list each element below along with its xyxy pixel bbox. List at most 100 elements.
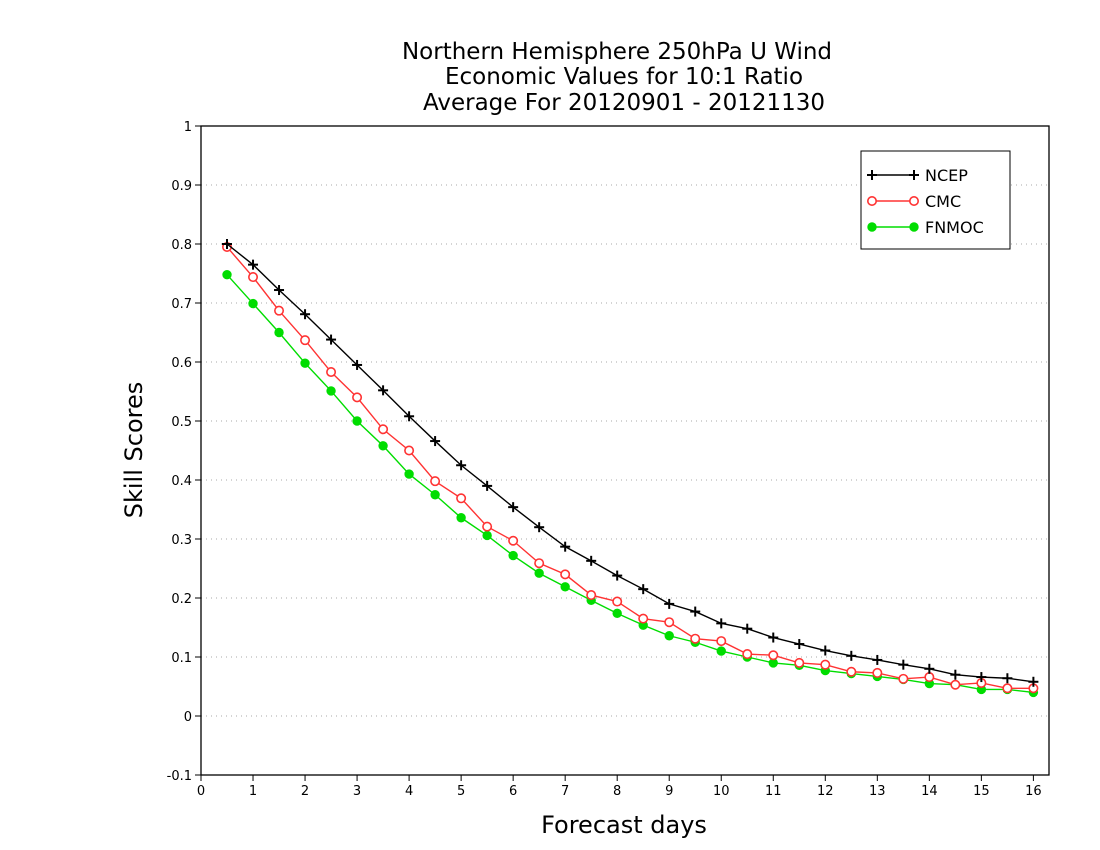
- cmc-point: [404, 445, 415, 456]
- ncep-point: [456, 460, 467, 471]
- ncep-point: [690, 606, 701, 617]
- grid: [201, 184, 1049, 717]
- ncep-point: [638, 584, 649, 595]
- y-tick-label: 0.3: [171, 533, 192, 548]
- chart-title-line-3: Average For 20120901 - 20121130: [423, 90, 825, 116]
- x-tick-label: 3: [353, 784, 361, 799]
- cmc-point: [274, 305, 285, 316]
- ncep-point: [248, 259, 259, 270]
- fnmoc-point: [534, 568, 544, 578]
- ncep-point: [820, 645, 831, 656]
- series-line-fnmoc: [226, 274, 1034, 694]
- x-tick-label: 13: [869, 784, 886, 799]
- y-tick-label: 0.8: [171, 238, 192, 253]
- axes: [195, 125, 1050, 781]
- ncep-point: [274, 285, 285, 296]
- ncep-point: [846, 650, 857, 661]
- fnmoc-point: [456, 513, 466, 523]
- ncep-point: [560, 541, 571, 552]
- fnmoc-point: [508, 550, 518, 561]
- ncep-point: [404, 411, 415, 422]
- fnmoc-point: [716, 646, 726, 656]
- cmc-point: [716, 636, 727, 647]
- ncep-point: [1002, 673, 1013, 684]
- ncep-point: [898, 659, 909, 670]
- chart-title: Northern Hemisphere 250hPa U Wind Econom…: [402, 39, 832, 116]
- y-tick-label: 0.6: [171, 356, 192, 371]
- fnmoc-point: [404, 469, 414, 479]
- fnmoc-point: [482, 530, 492, 541]
- ncep-point: [482, 480, 493, 491]
- cmc-point: [352, 392, 363, 403]
- series-ncep: [222, 239, 1039, 687]
- fnmoc-point: [664, 631, 674, 641]
- cmc-point: [300, 335, 311, 346]
- x-tick-label: 4: [405, 784, 413, 799]
- y-tick-label: 0.5: [171, 415, 192, 430]
- x-tick-label: 6: [509, 784, 517, 799]
- legend-label: FNMOC: [925, 218, 984, 237]
- y-tick-labels: -0.1 0 0.1 0.2 0.3 0.4 0.5 0.6 0.7 0.8 0.9 1: [167, 120, 192, 784]
- chart-title-line-1: Northern Hemisphere 250hPa U Wind: [402, 39, 832, 65]
- ncep-point: [742, 623, 753, 634]
- cmc-point: [924, 672, 935, 683]
- x-tick-labels: 0 1 2 3 4 5 6 7 8 9 10 11 12 13 14 15 16: [197, 784, 1042, 799]
- ncep-point: [378, 385, 389, 396]
- fnmoc-point: [378, 441, 388, 451]
- y-tick-label: 0.7: [171, 297, 192, 312]
- x-tick-label: 5: [457, 784, 465, 799]
- x-axis-label: Forecast days: [541, 811, 707, 839]
- ncep-point: [534, 522, 545, 533]
- ncep-point: [716, 618, 727, 629]
- legend-item-fnmoc: FNMOC: [867, 218, 984, 237]
- series-line-cmc: [226, 246, 1034, 689]
- cmc-point: [430, 476, 441, 487]
- cmc-point: [866, 196, 877, 207]
- chart-title-line-2: Economic Values for 10:1 Ratio: [445, 64, 803, 90]
- x-tick-label: 0: [197, 784, 205, 799]
- x-tick-label: 7: [561, 784, 569, 799]
- cmc-point: [456, 493, 467, 504]
- cmc-point: [820, 659, 831, 670]
- legend-item-ncep: NCEP: [867, 166, 968, 185]
- cmc-point: [742, 649, 753, 660]
- cmc-point: [1002, 683, 1013, 694]
- y-tick-label: 0.1: [171, 651, 192, 666]
- legend-item-cmc: CMC: [866, 192, 961, 211]
- fnmoc-point: [352, 416, 362, 426]
- ncep-point: [352, 359, 363, 370]
- ncep-point: [794, 639, 805, 650]
- cmc-point: [612, 596, 623, 607]
- ncep-point: [300, 309, 311, 320]
- ncep-point: [909, 170, 919, 180]
- x-tick-label: 9: [665, 784, 673, 799]
- series-fnmoc: [222, 269, 1039, 698]
- ncep-point: [976, 672, 987, 683]
- y-axis-label: Skill Scores: [120, 382, 148, 519]
- cmc-point: [898, 673, 909, 684]
- y-tick-label: 1: [184, 120, 192, 135]
- plot-frame: [200, 125, 1050, 776]
- x-tick-label: 14: [921, 784, 938, 799]
- series-group: [222, 239, 1039, 698]
- ncep-point: [768, 632, 779, 643]
- ncep-point: [867, 170, 877, 180]
- cmc-point: [560, 569, 571, 580]
- ncep-point: [872, 654, 883, 665]
- cmc-point: [586, 590, 597, 601]
- cmc-point: [508, 535, 519, 546]
- ncep-point: [950, 669, 961, 680]
- x-tick-label: 15: [973, 784, 990, 799]
- ncep-point: [664, 598, 675, 609]
- y-tick-label: -0.1: [167, 769, 192, 784]
- series-cmc: [222, 241, 1039, 694]
- ncep-point: [508, 502, 519, 513]
- cmc-point: [534, 558, 545, 569]
- cmc-point: [248, 272, 259, 283]
- legend-label: NCEP: [925, 166, 968, 185]
- cmc-point: [846, 666, 857, 677]
- cmc-point: [638, 613, 649, 624]
- cmc-point: [872, 667, 883, 678]
- fnmoc-point: [274, 327, 284, 338]
